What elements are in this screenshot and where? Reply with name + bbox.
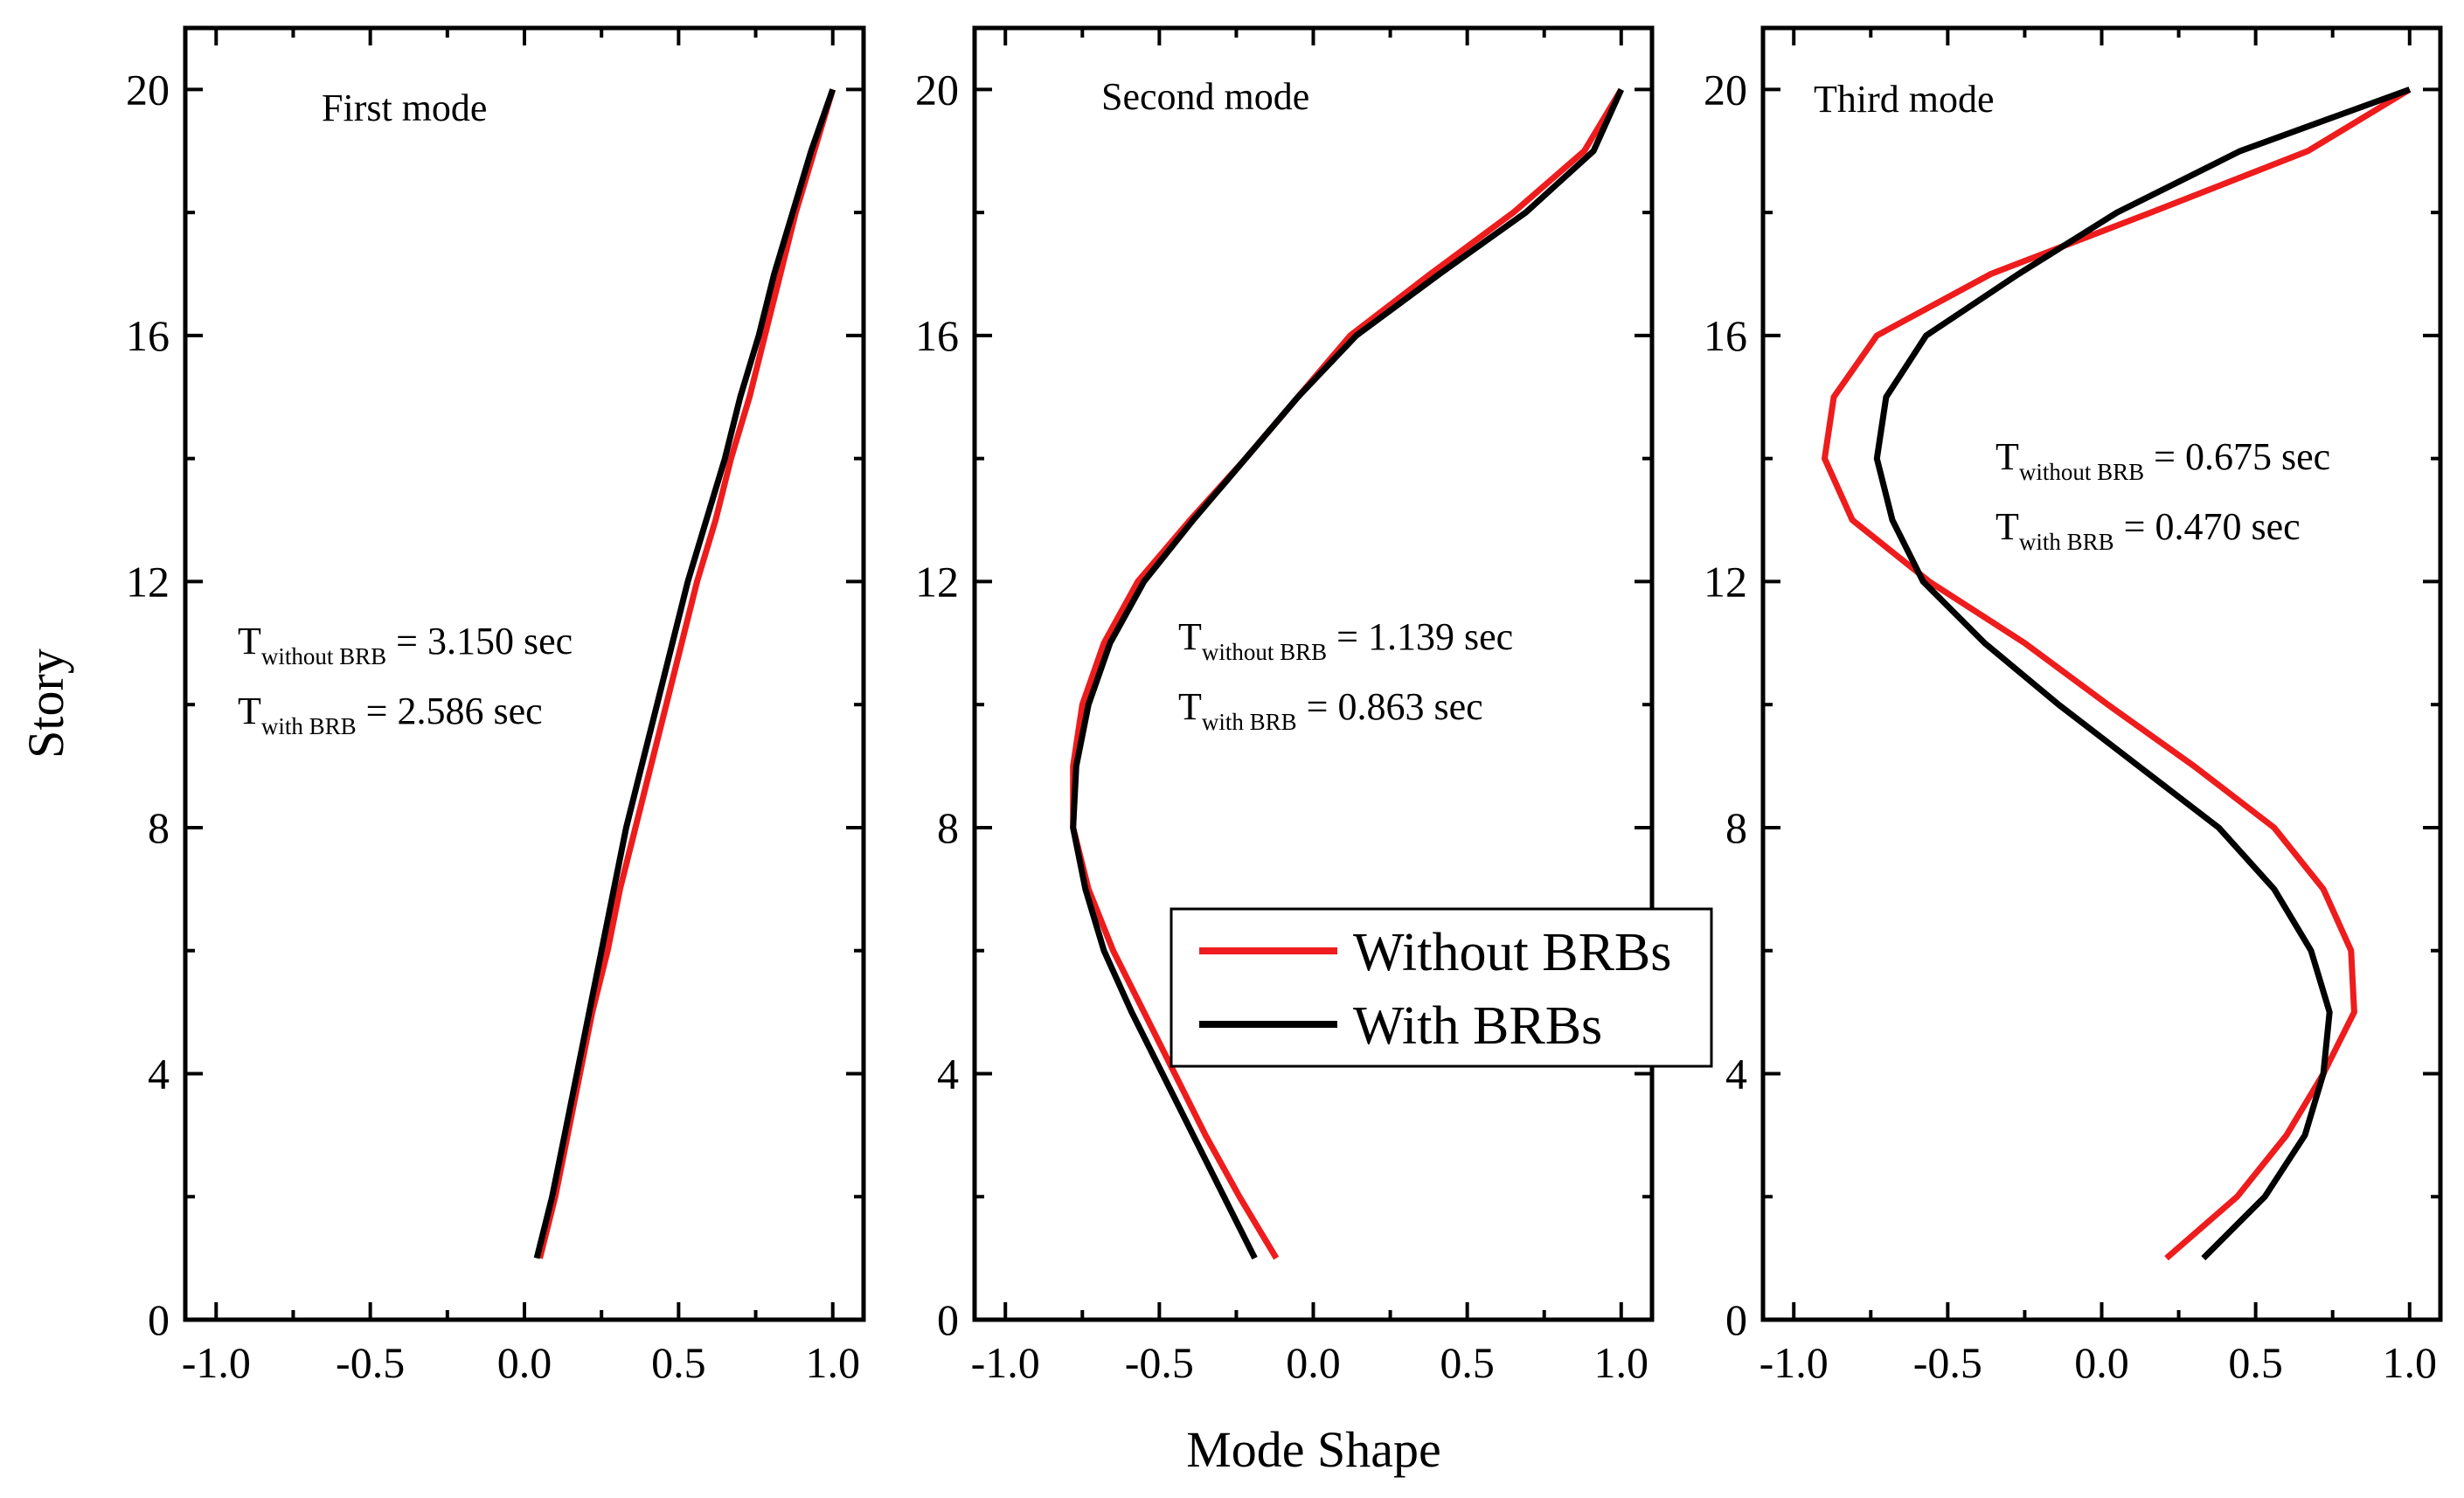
period-symbol: T: [1178, 685, 1202, 728]
period-symbol: T: [238, 620, 261, 662]
panel-3-ticks: -1.0 -0.5 0.0 0.5 1.0 0 4 8 12 16 20: [1704, 28, 2440, 1387]
series-line-without-brbs: [1822, 87, 2412, 1261]
period-subscript: without BRB: [1202, 639, 1327, 665]
period-subscript: with BRB: [2019, 529, 2114, 555]
y-tick-label: 20: [1704, 65, 1747, 114]
panel-second-mode: -1.0 -0.5 0.0 0.5 1.0 0 4 8 12 16 20 Second mode T…: [915, 25, 1713, 1387]
y-tick-label: 20: [126, 65, 170, 114]
series-line-with-brbs: [533, 88, 836, 1259]
x-axis-title: Mode Shape: [1186, 1421, 1441, 1478]
y-tick-label: 8: [1725, 803, 1747, 852]
panel-2-period-without: Twithout BRB = 1.139 sec: [1178, 615, 1513, 665]
y-tick-label: 16: [915, 311, 959, 360]
period-subscript: without BRB: [261, 643, 386, 669]
legend: Without BRBs With BRBs: [1170, 907, 1713, 1068]
y-tick-label: 0: [937, 1295, 959, 1344]
x-tick-label: 0.0: [1286, 1338, 1341, 1387]
series-line-with-brbs: [1070, 87, 1624, 1260]
y-tick-label: 4: [1725, 1049, 1747, 1098]
period-value: = 2.586 sec: [357, 690, 543, 732]
panel-1-period-with: Twith BRB = 2.586 sec: [238, 690, 543, 739]
legend-label-without-brbs: Without BRBs: [1353, 923, 1671, 982]
x-tick-label: -1.0: [971, 1338, 1040, 1387]
period-value: = 1.139 sec: [1327, 615, 1513, 658]
y-tick-label: 8: [937, 803, 959, 852]
y-tick-label: 8: [148, 803, 170, 852]
panel-first-mode: -1.0 -0.5 0.0 0.5 1.0 0 4 8 12 16 20 First mode Tw…: [126, 25, 866, 1387]
period-subscript: with BRB: [261, 713, 357, 739]
legend-box: [1170, 907, 1713, 1068]
y-tick-label: 4: [937, 1049, 959, 1098]
y-axis-title: Story: [17, 648, 74, 759]
period-subscript: without BRB: [2019, 459, 2144, 485]
x-tick-label: 1.0: [805, 1338, 860, 1387]
period-value: = 0.470 sec: [2114, 505, 2301, 548]
panel-3-title: Third mode: [1814, 78, 1995, 121]
period-symbol: T: [1178, 615, 1202, 658]
x-tick-label: 1.0: [1594, 1338, 1649, 1387]
panel-3-period-without: Twithout BRB = 0.675 sec: [1995, 435, 2330, 485]
panel-2-series: [1070, 87, 1624, 1260]
panel-3-frame: [1760, 25, 2443, 1322]
x-tick-label: 1.0: [2383, 1338, 2438, 1387]
y-tick-label: 12: [126, 557, 170, 606]
panel-3-period-with: Twith BRB = 0.470 sec: [1995, 505, 2301, 555]
x-tick-label: 0.5: [651, 1338, 706, 1387]
y-tick-label: 20: [915, 65, 959, 114]
period-value: = 0.675 sec: [2144, 435, 2330, 478]
y-tick-label: 4: [148, 1049, 170, 1098]
x-tick-label: 0.5: [2228, 1338, 2283, 1387]
x-tick-label: -0.5: [1913, 1338, 1982, 1387]
panel-2-ticks: -1.0 -0.5 0.0 0.5 1.0 0 4 8 12 16 20: [915, 28, 1652, 1387]
x-tick-label: -0.5: [336, 1338, 405, 1387]
x-tick-label: 0.0: [2074, 1338, 2129, 1387]
period-value: = 3.150 sec: [386, 620, 573, 662]
period-symbol: T: [1995, 505, 2019, 548]
x-tick-label: -0.5: [1125, 1338, 1194, 1387]
period-subscript: with BRB: [1202, 709, 1297, 735]
panel-2-title: Second mode: [1101, 75, 1309, 118]
x-tick-label: 0.0: [497, 1338, 552, 1387]
series-line-with-brbs: [1873, 87, 2411, 1261]
panel-1-frame: [183, 25, 866, 1322]
y-tick-label: 0: [1725, 1295, 1747, 1344]
period-symbol: T: [238, 690, 261, 732]
panel-3-series: [1822, 87, 2412, 1261]
panel-2-period-with: Twith BRB = 0.863 sec: [1178, 685, 1483, 735]
y-tick-label: 12: [1704, 557, 1747, 606]
y-tick-label: 16: [1704, 311, 1747, 360]
panel-2-frame: [972, 25, 1655, 1322]
x-tick-label: -1.0: [182, 1338, 251, 1387]
y-tick-label: 12: [915, 557, 959, 606]
panel-1-title: First mode: [322, 87, 487, 129]
panel-third-mode: -1.0 -0.5 0.0 0.5 1.0 0 4 8 12 16 20 Third mode Tw…: [1704, 25, 2443, 1387]
x-tick-label: -1.0: [1760, 1338, 1829, 1387]
panel-1-period-without: Twithout BRB = 3.150 sec: [238, 620, 573, 669]
panel-1-ticks: -1.0 -0.5 0.0 0.5 1.0 0 4 8 12 16 20: [126, 28, 864, 1387]
y-tick-label: 16: [126, 311, 170, 360]
period-value: = 0.863 sec: [1297, 685, 1483, 728]
y-tick-label: 0: [148, 1295, 170, 1344]
series-line-without-brbs: [1070, 87, 1624, 1260]
legend-label-with-brbs: With BRBs: [1353, 996, 1602, 1056]
x-tick-label: 0.5: [1440, 1338, 1495, 1387]
period-symbol: T: [1995, 435, 2019, 478]
panel-1-series: [533, 88, 836, 1259]
